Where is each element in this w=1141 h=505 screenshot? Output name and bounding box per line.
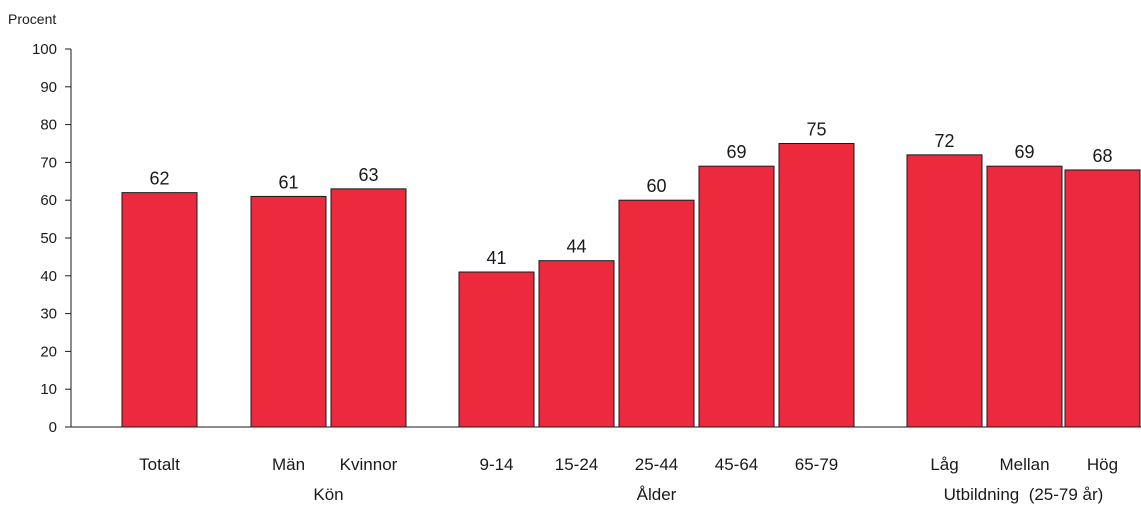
x-tick-label: 9-14 xyxy=(479,455,513,474)
x-tick-label: Totalt xyxy=(139,455,180,474)
x-axis: Totalt Män Kvinnor 9-14 15-24 25-44 45-64 65-79… xyxy=(71,426,1141,504)
x-tick-label: Hög xyxy=(1087,455,1118,474)
data-label: 41 xyxy=(486,248,506,268)
data-label: 69 xyxy=(726,142,746,162)
bar xyxy=(618,199,695,428)
data-label: 60 xyxy=(646,176,666,196)
data-label: 75 xyxy=(806,120,826,140)
y-tick-label: 30 xyxy=(40,306,57,323)
data-label: 72 xyxy=(934,131,954,151)
x-tick-label: Män xyxy=(272,455,305,474)
y-axis: 0 10 20 30 40 50 60 70 80 90 100 xyxy=(32,41,72,436)
group-label: Kön xyxy=(313,485,343,504)
y-tick-label: 50 xyxy=(40,230,57,247)
x-tick-label: Låg xyxy=(930,455,958,474)
y-tick-label: 40 xyxy=(40,268,57,285)
group-label: Ålder xyxy=(637,485,677,504)
y-tick-label: 90 xyxy=(40,79,57,96)
data-label: 62 xyxy=(149,169,169,189)
data-label: 63 xyxy=(358,165,378,185)
x-tick-label: 65-79 xyxy=(795,455,838,474)
y-tick-label: 70 xyxy=(40,154,57,171)
bar xyxy=(1064,169,1141,428)
bar xyxy=(986,165,1063,428)
bar xyxy=(121,192,198,428)
group-label: Utbildning (25-79 år) xyxy=(944,485,1104,504)
bar xyxy=(458,271,535,428)
data-label: 44 xyxy=(566,237,586,257)
x-tick-label: 25-44 xyxy=(635,455,678,474)
y-tick-label: 60 xyxy=(40,192,57,209)
y-tick-label: 100 xyxy=(32,41,57,58)
y-tick-label: 10 xyxy=(40,381,57,398)
data-label: 68 xyxy=(1092,146,1112,166)
x-tick-label: Kvinnor xyxy=(340,455,398,474)
y-tick-label: 80 xyxy=(40,117,57,134)
data-label: 61 xyxy=(278,172,298,192)
x-tick-label: 45-64 xyxy=(715,455,758,474)
x-tick-label: 15-24 xyxy=(555,455,598,474)
bar xyxy=(330,188,407,428)
data-label: 69 xyxy=(1014,142,1034,162)
y-tick-label: 0 xyxy=(49,419,57,436)
y-axis-title: Procent xyxy=(8,11,56,27)
bars: 62 61 63 41 44 60 69 75 72 69 68 xyxy=(121,120,1141,428)
bar xyxy=(538,260,615,428)
bar xyxy=(778,143,855,428)
y-tick-label: 20 xyxy=(40,343,57,360)
bar xyxy=(698,165,775,428)
bar xyxy=(250,195,327,428)
bar xyxy=(906,154,983,428)
x-tick-label: Mellan xyxy=(999,455,1049,474)
